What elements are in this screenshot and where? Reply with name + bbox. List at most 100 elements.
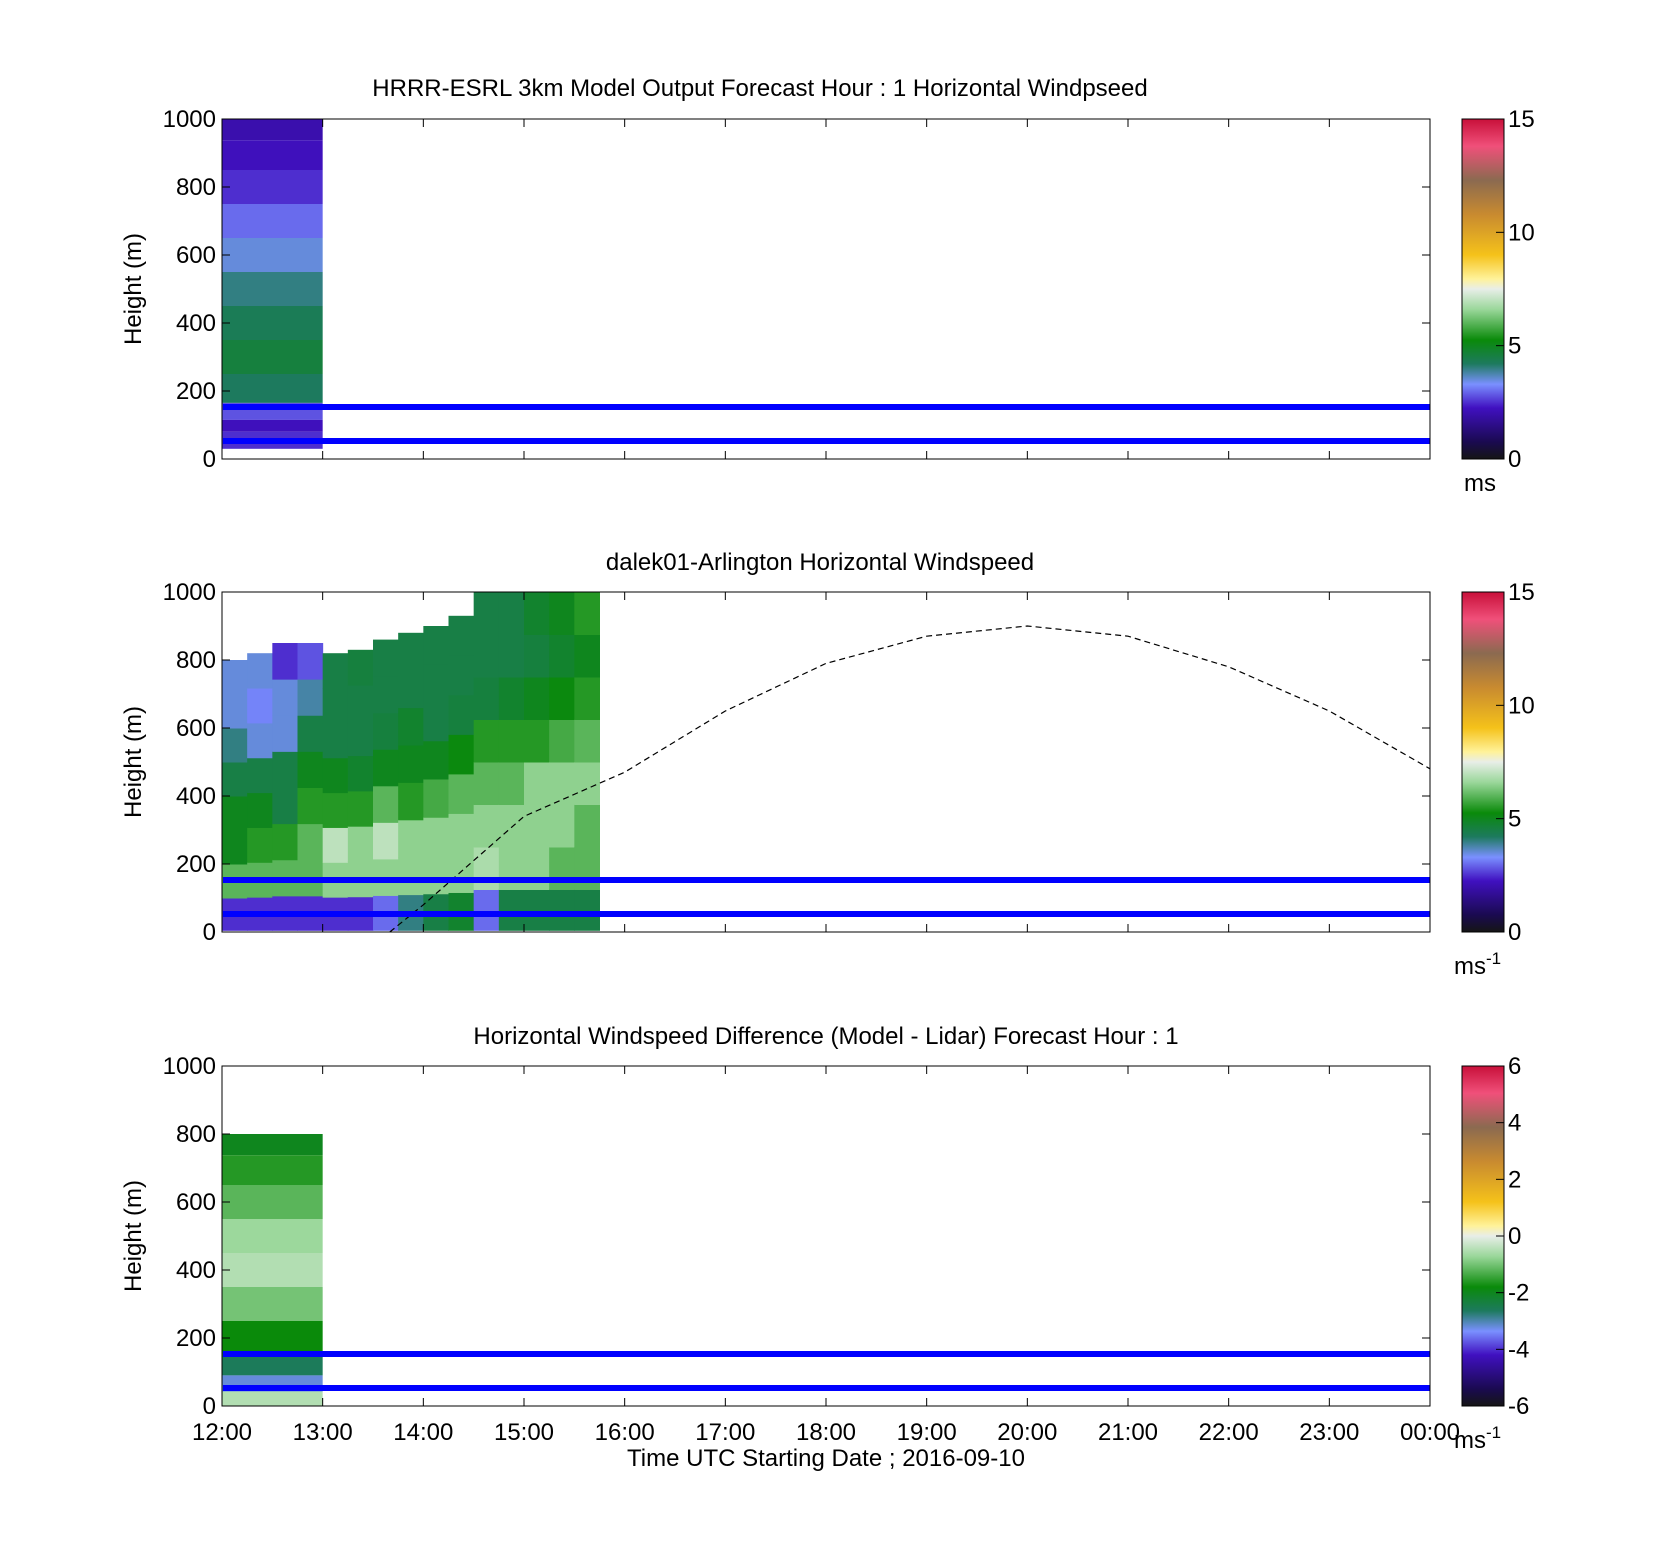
y-tick-label: 1000 [163, 1053, 216, 1080]
ref-line-150m [223, 877, 1430, 883]
heatmap-cell [473, 847, 500, 890]
x-tick-label: 22:00 [1199, 1419, 1259, 1446]
panel-title: HRRR-ESRL 3km Model Output Forecast Hour… [372, 75, 1147, 102]
heatmap-cell [222, 1351, 323, 1376]
heatmap-cell [222, 340, 323, 374]
heatmap-cell [448, 734, 475, 775]
heatmap-cell [398, 857, 424, 896]
heatmap-cell [297, 751, 324, 788]
heatmap-cell [473, 762, 500, 805]
heatmap-cell [574, 762, 600, 805]
heatmap-cell [423, 779, 449, 818]
colorbar-tick-label: 5 [1508, 333, 1521, 360]
colorbar-unit: ms-1 [1454, 1423, 1501, 1454]
y-tick-label: 600 [176, 1189, 216, 1216]
heatmap-cell [247, 827, 273, 863]
colorbar-unit: ms [1464, 470, 1496, 497]
heatmap-cell [222, 140, 323, 170]
heatmap-cell [347, 720, 374, 757]
heatmap-cell [524, 804, 550, 848]
heatmap-cell [398, 670, 424, 709]
heatmap-cell [347, 755, 374, 792]
panel-model: HRRR-ESRL 3km Model Output Forecast Hour… [120, 75, 1535, 497]
heatmap-cell [498, 847, 525, 890]
heatmap-cell [498, 889, 525, 931]
heatmap-cell [524, 719, 550, 763]
heatmap-cell [222, 1321, 323, 1352]
heatmap-cell [574, 677, 600, 720]
ref-line-50m [223, 1385, 1430, 1391]
x-tick-label: 16:00 [595, 1419, 655, 1446]
heatmap-cell [222, 119, 323, 141]
heatmap-cell [549, 889, 575, 931]
heatmap-cell [423, 702, 449, 742]
heatmap-cell [222, 728, 248, 763]
heatmap-cell [272, 751, 298, 788]
colorbar-tick-label: 6 [1508, 1053, 1521, 1080]
heatmap-cell [247, 792, 273, 828]
heatmap-cell [423, 626, 449, 665]
heatmap-cell [297, 643, 324, 680]
heatmap-cell [498, 762, 525, 805]
heatmap-cell [524, 762, 550, 805]
heatmap-cell [574, 889, 600, 931]
x-tick-label: 23:00 [1299, 1419, 1359, 1446]
heatmap-cell [423, 855, 449, 895]
heatmap-cells [222, 119, 323, 449]
heatmap-cell [473, 804, 500, 848]
x-ticks: 12:00 13:00 14:00 15:00 16:00 17:00 18:00 19:00… [192, 1066, 1460, 1446]
heatmap-cell [473, 677, 500, 720]
colorbar-unit: ms-1 [1454, 949, 1501, 980]
heatmap-cell [222, 1185, 323, 1219]
colorbar-tick-label: 2 [1508, 1166, 1521, 1193]
y-tick-label: 200 [176, 378, 216, 405]
heatmap-cell [322, 827, 349, 863]
heatmap-cell [222, 1219, 323, 1253]
colorbar-tick-label: 0 [1508, 1223, 1521, 1250]
ref-line-50m [223, 438, 1430, 444]
panel-title: Horizontal Windspeed Difference (Model -… [473, 1023, 1178, 1050]
heatmap-cell [398, 632, 424, 671]
colorbar-tick-label: -2 [1508, 1280, 1529, 1307]
colorbar-tick-label: 0 [1508, 446, 1521, 473]
y-tick-label: 400 [176, 1257, 216, 1284]
panel-title: dalek01-Arlington Horizontal Windspeed [606, 549, 1034, 576]
y-tick-label: 400 [176, 783, 216, 810]
heatmap-cell [498, 634, 525, 678]
heatmap-cell [347, 685, 374, 721]
x-tick-label: 19:00 [897, 1419, 957, 1446]
heatmap-cell [524, 889, 550, 931]
y-tick-label: 1000 [163, 579, 216, 606]
heatmap-cell [549, 592, 575, 635]
heatmap-cell [448, 813, 475, 854]
heatmap-cell [524, 847, 550, 890]
y-tick-label: 600 [176, 242, 216, 269]
heatmap-cell [549, 719, 575, 763]
heatmap-cell [373, 749, 399, 787]
heatmap-cell [423, 664, 449, 703]
heatmap-cell [549, 804, 575, 848]
heatmap-cell [524, 592, 550, 635]
heatmap-cell [247, 757, 273, 794]
heatmap-cell [222, 796, 248, 831]
colorbar-tick-label: 15 [1508, 106, 1535, 133]
heatmap-cell [373, 785, 399, 823]
heatmap-cell [574, 719, 600, 763]
heatmap-cell [247, 722, 273, 759]
x-tick-marks [221, 592, 1431, 932]
x-tick-label: 17:00 [695, 1419, 755, 1446]
heatmap-cell [423, 740, 449, 780]
heatmap-cell [222, 1391, 323, 1406]
y-tick-label: 800 [176, 647, 216, 674]
heatmap-cell [322, 653, 349, 689]
heatmap-cell [297, 679, 324, 716]
colorbar-tick-label: -4 [1508, 1336, 1529, 1363]
y-tick-label: 600 [176, 715, 216, 742]
x-tick-label: 15:00 [494, 1419, 554, 1446]
y-tick-label: 200 [176, 851, 216, 878]
heatmap-cell [473, 719, 500, 763]
heatmap-cell [498, 677, 525, 720]
y-tick-label: 800 [176, 1121, 216, 1148]
y-tick-label: 200 [176, 1325, 216, 1352]
